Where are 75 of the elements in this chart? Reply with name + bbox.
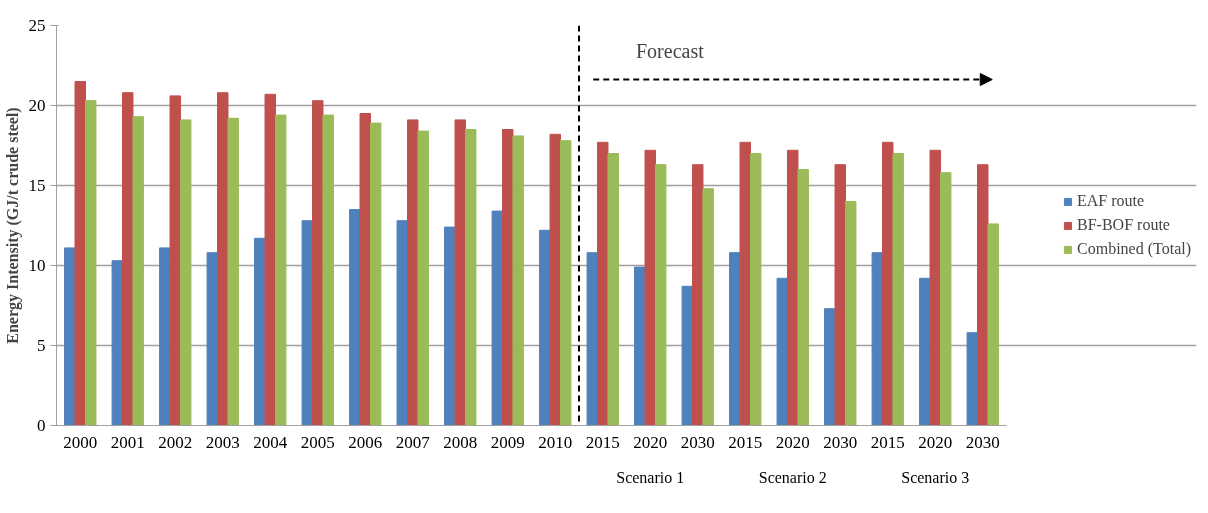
bar [966, 332, 979, 426]
bar [84, 100, 97, 426]
x-tick-label: 2020 [918, 432, 953, 452]
bar [892, 153, 904, 426]
x-tick-label: 2002 [158, 432, 193, 452]
bar [454, 119, 466, 426]
x-tick-label: 2020 [633, 432, 668, 452]
bar [681, 285, 694, 426]
bar [644, 149, 656, 426]
x-tick-label: 2000 [63, 432, 98, 452]
bar [169, 95, 181, 426]
x-tick-label: 2020 [775, 432, 810, 452]
bar [977, 164, 989, 426]
bar [264, 93, 276, 426]
x-tick-label: 2030 [823, 432, 858, 452]
x-tick-label: 2009 [490, 432, 525, 452]
y-tick-label: 15 [28, 176, 46, 195]
x-tick-label: 2010 [538, 432, 573, 452]
y-tick-label: 5 [37, 336, 46, 355]
y-axis-title: Energy Intensity (GJ/t crude steel) [3, 107, 22, 344]
x-tick-label: 2030 [680, 432, 715, 452]
x-tick-label: 2008 [443, 432, 478, 452]
x-tick-label: 2001 [110, 432, 145, 452]
y-tick-label: 0 [37, 416, 46, 435]
x-tick-label: 2004 [253, 432, 288, 452]
bar [464, 129, 477, 426]
x-tick-label: 2005 [300, 432, 335, 452]
x-tick-label: 2030 [965, 432, 1000, 452]
y-tick-label: 10 [28, 256, 46, 275]
bar [797, 169, 809, 426]
bar [929, 149, 941, 426]
legend-label: Combined (Total) [1077, 240, 1191, 258]
bar [549, 133, 561, 426]
bar [301, 220, 314, 426]
bar [776, 277, 789, 426]
bar [586, 252, 599, 426]
ref-line-label: Forecast [636, 39, 705, 62]
bar [132, 116, 144, 426]
x-tick-label: 2015 [870, 432, 905, 452]
bar [939, 172, 952, 426]
bar [844, 201, 857, 426]
bar [111, 260, 124, 426]
text: Scenario 1 [616, 468, 685, 486]
x-tick-label: 2006 [348, 432, 383, 452]
bar [179, 119, 192, 426]
bar [359, 113, 371, 426]
bar [702, 188, 714, 426]
bar [607, 153, 619, 426]
text: Scenario 2 [758, 468, 827, 486]
bar [654, 164, 667, 426]
x-tick-label: 2007 [395, 432, 431, 452]
bar [74, 81, 86, 426]
legend-label: BF-BOF route [1077, 216, 1170, 234]
bar [512, 135, 524, 426]
bar [274, 114, 287, 426]
bar [206, 252, 219, 426]
legend-label: EAF route [1077, 192, 1145, 210]
bar [369, 122, 382, 426]
x-tick-label: 2003 [205, 432, 240, 452]
bar [491, 210, 504, 426]
y-tick-label: 25 [28, 16, 46, 35]
y-tick-label: 20 [28, 96, 46, 115]
bar [559, 140, 572, 426]
bar [871, 252, 884, 426]
bar [227, 117, 239, 426]
bar [739, 141, 751, 426]
x-tick-label: 2015 [728, 432, 763, 452]
bar [834, 164, 846, 426]
text: Scenario 3 [901, 468, 970, 486]
bar [322, 114, 334, 426]
bar [417, 130, 429, 426]
bar [987, 223, 999, 426]
x-tick-label: 2015 [585, 432, 620, 452]
bar [749, 153, 762, 426]
bar [396, 220, 409, 426]
